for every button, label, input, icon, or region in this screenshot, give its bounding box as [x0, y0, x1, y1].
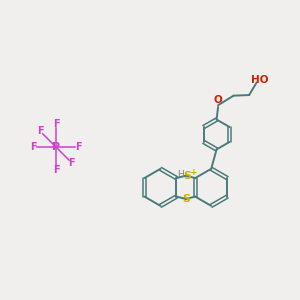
Text: F: F: [52, 165, 59, 175]
Text: S: S: [182, 194, 190, 204]
Text: F: F: [52, 119, 59, 130]
Text: F: F: [37, 126, 43, 136]
Text: F: F: [75, 142, 82, 152]
Text: HO: HO: [251, 74, 269, 85]
Text: F: F: [69, 158, 75, 168]
Text: O: O: [214, 95, 223, 105]
Text: P: P: [52, 142, 60, 152]
Text: H: H: [177, 170, 184, 179]
Text: S: S: [183, 171, 191, 181]
Text: F: F: [30, 142, 37, 152]
Text: +: +: [190, 168, 198, 177]
